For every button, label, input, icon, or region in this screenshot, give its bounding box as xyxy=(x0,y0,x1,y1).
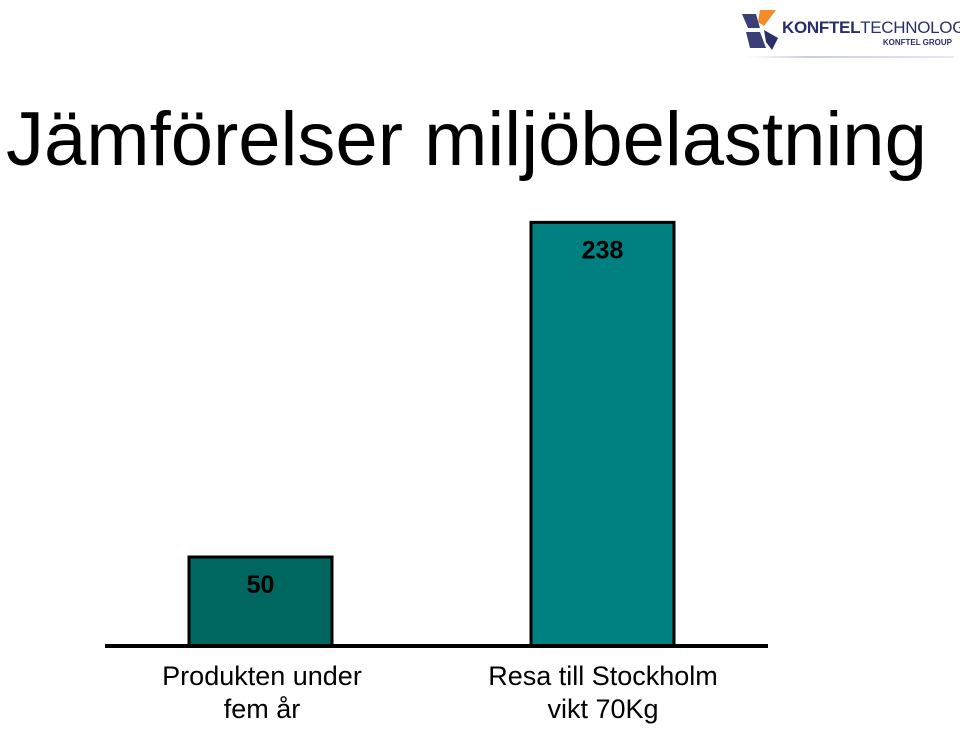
data-label-1: 50 xyxy=(247,571,275,599)
data-label-2: 238 xyxy=(582,236,624,264)
logo-group-text: KONFTEL GROUP xyxy=(882,38,952,47)
category-label-line: fem år xyxy=(223,694,301,724)
logo-brand-light: TECHNOLOGY xyxy=(860,18,960,37)
category-label-line: Resa till Stockholm xyxy=(488,661,718,691)
logo-brand-text: KONFTELTECHNOLOGY xyxy=(782,18,960,38)
company-logo: KONFTELTECHNOLOGY KONFTEL GROUP xyxy=(738,6,960,60)
category-label-line: vikt 70Kg xyxy=(547,694,659,724)
slide-title: Jämförelser miljöbelastning xyxy=(6,97,927,182)
logo-brand-bold: KONFTEL xyxy=(782,18,861,37)
bar-2 xyxy=(529,220,676,648)
konftel-logo-mark-icon xyxy=(742,10,778,50)
bar-1 xyxy=(187,555,334,648)
logo-rule xyxy=(746,56,954,58)
category-label-line: Produkten under xyxy=(162,661,362,691)
category-label-2: Resa till Stockholm vikt 70Kg xyxy=(453,660,753,726)
category-label-1: Produkten under fem år xyxy=(112,660,412,726)
